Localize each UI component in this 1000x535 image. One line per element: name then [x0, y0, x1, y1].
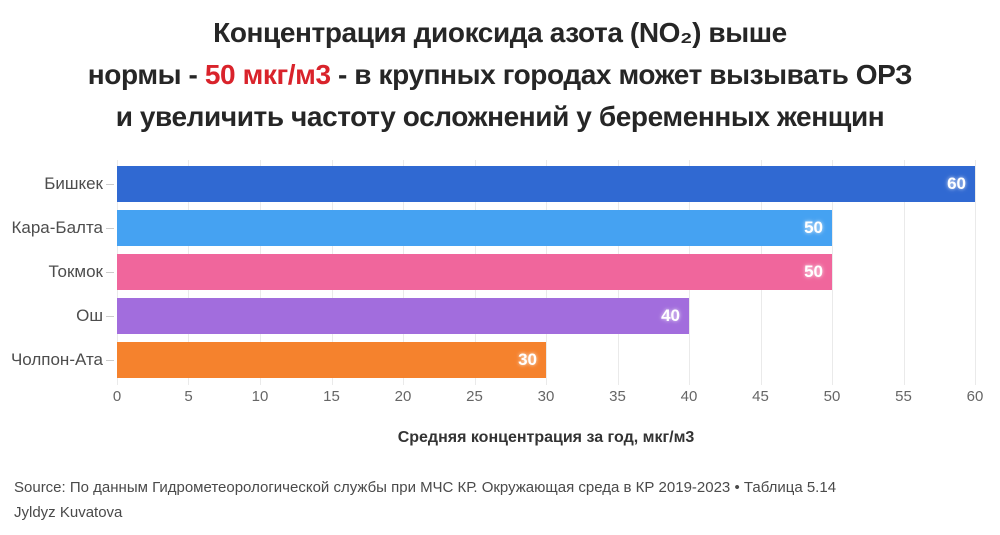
x-axis-ticks: 0 5 10 15 20 25 30 35 40 45 50 55 60	[113, 388, 984, 408]
title-line-1: Концентрация диоксида азота (NO₂) выше	[213, 17, 787, 48]
title-line-3: и увеличить частоту осложнений у беремен…	[115, 101, 885, 132]
x-tick-label: 0	[112, 388, 122, 405]
category-label: Ош	[76, 306, 103, 325]
x-tick-label: 50	[823, 388, 841, 405]
bar-value-label: 60	[947, 174, 966, 193]
bar: 60	[117, 166, 975, 202]
category-label: Токмок	[48, 262, 103, 281]
title-highlight: 50 мкг/м3	[204, 59, 331, 90]
x-tick-label: 20	[394, 388, 412, 405]
bar: 40	[117, 298, 689, 334]
x-axis-title: Средняя концентрация за год, мкг/м3	[397, 429, 695, 446]
bar-value-label: 50	[804, 262, 823, 281]
gridline	[975, 160, 976, 385]
x-tick-label: 30	[537, 388, 555, 405]
category-tick-mark	[106, 184, 114, 185]
bar: 30	[117, 342, 546, 378]
category-labels: Бишкек Кара-Балта Токмок Ош Чолпон-Ата	[0, 160, 117, 385]
source-line: Source: По данным Гидрометеорологической…	[14, 479, 837, 496]
gridline	[903, 160, 905, 385]
x-tick-label: 25	[466, 388, 483, 405]
category-label: Кара-Балта	[11, 218, 103, 237]
bar-value-label: 30	[518, 350, 537, 369]
category-label: Чолпон-Ата	[10, 350, 103, 369]
x-tick-label: 15	[323, 388, 340, 405]
category-tick-mark	[106, 228, 114, 229]
bar-value-label: 50	[804, 218, 823, 237]
category-tick-mark	[106, 272, 114, 273]
x-tick-label: 40	[680, 388, 698, 405]
byline: Jyldyz Kuvatova	[14, 504, 123, 521]
x-tick-label: 55	[895, 388, 912, 405]
category-tick-mark	[106, 316, 114, 317]
category-tick-mark	[106, 360, 114, 361]
x-tick-label: 5	[184, 388, 193, 405]
bar: 50	[117, 210, 832, 246]
source-note: Source: По данным Гидрометеорологической…	[14, 475, 974, 525]
chart-title: Концентрация диоксида азота (NO₂) выше н…	[0, 12, 1000, 138]
title-line-2-suffix: - в крупных городах может вызывать ОРЗ	[330, 59, 913, 90]
bar-rows: 60 50 50 40 30	[117, 160, 975, 385]
title-line-2-prefix: нормы -	[87, 59, 205, 90]
gridline	[832, 160, 833, 385]
x-tick-label: 45	[752, 388, 769, 405]
x-tick-label: 10	[251, 388, 269, 405]
category-label: Бишкек	[44, 174, 103, 193]
x-tick-label: 35	[609, 388, 626, 405]
bar: 50	[117, 254, 832, 290]
bar-value-label: 40	[661, 306, 680, 325]
plot-area: 60 50 50 40 30	[117, 160, 976, 385]
title-line-2: нормы - 50 мкг/м3 - в крупных городах мо…	[0, 54, 1000, 96]
x-tick-label: 60	[966, 388, 984, 405]
